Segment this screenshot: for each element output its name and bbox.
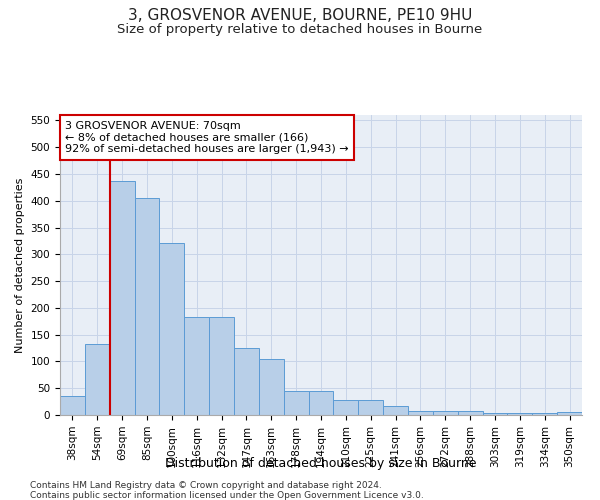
- Bar: [60, 396, 85, 415]
- Bar: [532, 414, 557, 415]
- Y-axis label: Number of detached properties: Number of detached properties: [15, 178, 25, 352]
- Bar: [557, 412, 582, 415]
- Text: Contains HM Land Registry data © Crown copyright and database right 2024.: Contains HM Land Registry data © Crown c…: [30, 481, 382, 490]
- Bar: [458, 410, 482, 415]
- Text: Contains public sector information licensed under the Open Government Licence v3: Contains public sector information licen…: [30, 491, 424, 500]
- Bar: [110, 182, 134, 415]
- Bar: [209, 317, 234, 415]
- Bar: [408, 410, 433, 415]
- Bar: [234, 348, 259, 415]
- Bar: [334, 400, 358, 415]
- Bar: [85, 344, 110, 415]
- Bar: [308, 391, 334, 415]
- Bar: [433, 410, 458, 415]
- Bar: [508, 414, 532, 415]
- Bar: [383, 406, 408, 415]
- Text: 3, GROSVENOR AVENUE, BOURNE, PE10 9HU: 3, GROSVENOR AVENUE, BOURNE, PE10 9HU: [128, 8, 472, 22]
- Text: Size of property relative to detached houses in Bourne: Size of property relative to detached ho…: [118, 22, 482, 36]
- Bar: [134, 198, 160, 415]
- Text: 3 GROSVENOR AVENUE: 70sqm
← 8% of detached houses are smaller (166)
92% of semi-: 3 GROSVENOR AVENUE: 70sqm ← 8% of detach…: [65, 121, 349, 154]
- Text: Distribution of detached houses by size in Bourne: Distribution of detached houses by size …: [165, 458, 477, 470]
- Bar: [284, 391, 308, 415]
- Bar: [160, 242, 184, 415]
- Bar: [184, 317, 209, 415]
- Bar: [358, 400, 383, 415]
- Bar: [482, 414, 508, 415]
- Bar: [259, 360, 284, 415]
